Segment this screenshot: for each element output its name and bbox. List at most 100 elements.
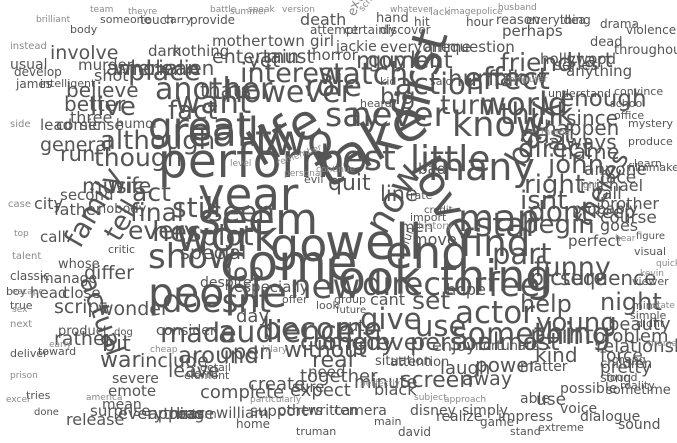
cloud-word: reason xyxy=(496,13,540,28)
cloud-word: toward xyxy=(38,345,77,358)
cloud-word: base xyxy=(176,404,215,423)
cloud-word: made xyxy=(160,318,237,349)
cloud-word: deliver xyxy=(10,347,48,360)
cloud-word: look xyxy=(325,251,421,305)
cloud-word: light xyxy=(578,181,598,191)
cloud-word: shot xyxy=(94,66,129,85)
cloud-word: problem xyxy=(594,326,669,347)
cloud-word: whole xyxy=(114,56,174,80)
cloud-word: product xyxy=(58,324,109,339)
cloud-word: keep xyxy=(592,202,636,223)
cloud-word: direct xyxy=(518,134,593,164)
cloud-word: hand xyxy=(376,11,409,26)
cloud-word: manage xyxy=(40,271,98,287)
cloud-word: say xyxy=(325,95,382,134)
cloud-word: start xyxy=(566,48,613,72)
cloud-word: isnt xyxy=(520,186,568,216)
cloud-word: great xyxy=(148,105,252,150)
cloud-word: despite xyxy=(200,275,252,291)
cloud-word: another xyxy=(155,72,273,107)
cloud-word: question xyxy=(450,38,515,56)
cloud-word: go xyxy=(270,218,328,272)
cloud-word: attention xyxy=(390,355,450,370)
cloud-word: excel xyxy=(6,395,30,405)
cloud-word: true xyxy=(10,299,33,312)
cloud-word: top xyxy=(14,229,29,239)
cloud-word: surprise xyxy=(90,402,151,420)
cloud-word: men xyxy=(400,218,434,236)
cloud-word: think xyxy=(500,97,573,131)
cloud-word: theme xyxy=(541,128,571,138)
cloud-word: whatever xyxy=(390,5,433,15)
cloud-word: kid xyxy=(380,75,397,88)
cloud-word: well xyxy=(325,214,423,271)
cloud-word: throughout xyxy=(614,43,677,58)
cloud-word: state xyxy=(652,301,675,311)
cloud-word: sound xyxy=(618,417,661,433)
cloud-word: feel xyxy=(488,265,550,304)
cloud-word: audience xyxy=(218,315,356,350)
cloud-word: although xyxy=(100,126,216,156)
cloud-word: show xyxy=(148,237,236,277)
cloud-word: viewer xyxy=(632,275,669,288)
cloud-word: home xyxy=(236,417,271,431)
cloud-word: right xyxy=(524,170,586,200)
cloud-word: jackie xyxy=(336,39,377,55)
cloud-word: severe xyxy=(112,371,159,387)
cloud-word: song xyxy=(600,371,632,386)
cloud-word: dont xyxy=(528,195,592,228)
cloud-word: man xyxy=(458,197,541,240)
cloud-word: action xyxy=(395,67,485,101)
cloud-word: especially xyxy=(234,278,309,296)
cloud-word: kevin xyxy=(640,269,664,279)
cloud-word: series xyxy=(554,56,599,74)
cloud-word: nothing xyxy=(172,42,230,60)
cloud-word: live xyxy=(90,92,136,122)
cloud-word: quickly xyxy=(656,259,677,269)
cloud-word: heard xyxy=(360,97,392,110)
cloud-word: big xyxy=(380,84,416,110)
cloud-word: fact xyxy=(168,96,218,126)
cloud-word: release xyxy=(66,410,125,429)
cloud-word: minute xyxy=(354,372,418,393)
cloud-word: course xyxy=(600,208,657,228)
cloud-word: never xyxy=(350,95,448,135)
cloud-word: funny xyxy=(534,252,611,283)
cloud-word: truman xyxy=(296,425,337,438)
cloud-word: three xyxy=(70,108,113,127)
cloud-word: school xyxy=(610,97,646,110)
cloud-word: body xyxy=(70,23,98,36)
cloud-word: origin xyxy=(322,328,391,356)
cloud-word: everyone xyxy=(380,38,451,56)
cloud-word: office xyxy=(614,109,645,122)
cloud-word: rather xyxy=(54,328,113,350)
cloud-word: future xyxy=(336,305,367,316)
cloud-word: sometime xyxy=(606,383,671,398)
cloud-word: want xyxy=(175,85,252,121)
cloud-word: dialogue xyxy=(580,409,641,425)
cloud-word: picture xyxy=(530,266,607,291)
cloud-word: summer xyxy=(230,7,268,17)
cloud-word: someone xyxy=(100,13,151,26)
cloud-word: william xyxy=(216,404,269,422)
cloud-word: cant xyxy=(370,290,406,309)
cloud-word: however xyxy=(224,75,353,110)
cloud-word: pretty xyxy=(600,358,652,378)
cloud-word: director xyxy=(362,265,487,303)
cloud-word: dead xyxy=(590,35,623,50)
cloud-word: run xyxy=(60,142,96,166)
cloud-word: idea xyxy=(560,13,586,27)
cloud-word: ever xyxy=(376,330,428,356)
cloud-word: enjoy xyxy=(432,336,476,355)
cloud-word: lead xyxy=(40,116,73,134)
cloud-word: music xyxy=(82,174,145,198)
cloud-word: sex xyxy=(12,305,28,315)
cloud-word: everything xyxy=(526,13,591,27)
cloud-word: approach xyxy=(444,395,487,405)
cloud-word: point xyxy=(530,320,594,349)
cloud-word: version xyxy=(282,5,315,15)
cloud-word: hilary xyxy=(262,345,288,355)
cloud-word: find xyxy=(460,222,531,265)
cloud-word: sure xyxy=(292,378,325,396)
cloud-word: david xyxy=(398,425,432,439)
